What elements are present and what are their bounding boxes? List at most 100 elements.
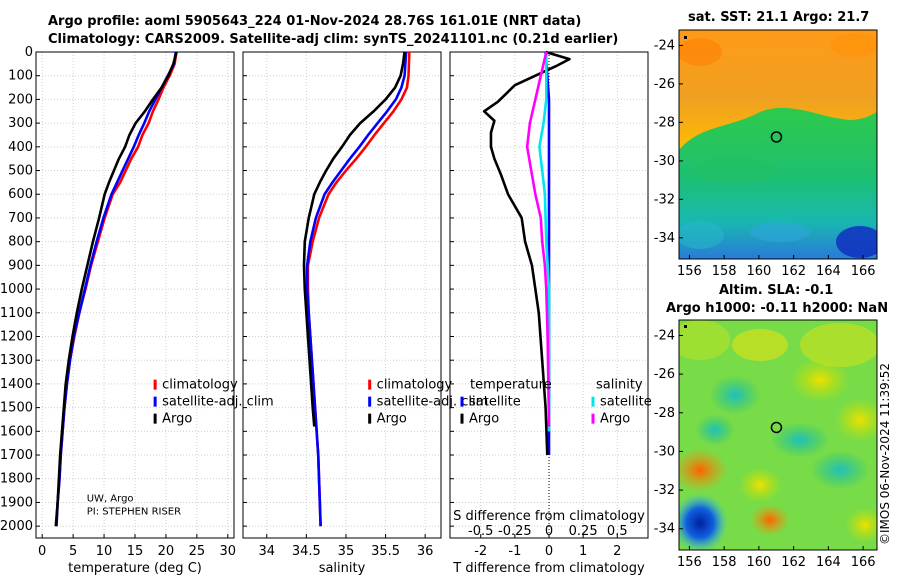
series-line-salinity-argo [525, 51, 551, 427]
sst-map-axes: 156 158 160 162 164 166 -24 -26 -28 -30 -32 -34 [654, 38, 876, 279]
temperature-profile-panel: 0 5 10 15 20 25 300100200300400500600700800900… [0, 45, 274, 576]
series-line-satellite-adj-clim [305, 51, 408, 527]
x-tick-label: 36 [417, 544, 434, 559]
map-x-tick-label: 158 [712, 264, 737, 279]
y-tick-label: 500 [8, 164, 33, 179]
map-y-tick-label: -32 [654, 483, 675, 498]
series-line-temperature-argo [482, 50, 571, 456]
map-y-tick-label: -34 [654, 231, 675, 246]
y-tick-label: 1400 [0, 377, 33, 392]
x-tick-label: 25 [189, 544, 206, 559]
sst-map-title: sat. SST: 21.1 Argo: 21.7 [688, 10, 870, 25]
legend-label: satellite-adj. clim [377, 395, 489, 410]
y-tick-label: 1100 [0, 306, 33, 321]
x-axis-label: salinity [319, 561, 366, 576]
pi-annotation: UW, Argo [87, 493, 134, 504]
y-tick-label: 900 [8, 258, 33, 273]
map-x-tick-label: 162 [781, 555, 806, 570]
y-tick-label: 1900 [0, 495, 33, 510]
legend-label: Argo [162, 412, 192, 427]
x-axis-label: T difference from climatology [452, 561, 645, 576]
map-y-tick-label: -26 [654, 77, 675, 92]
y-tick-label: 600 [8, 187, 33, 202]
legend-label: Argo [377, 412, 407, 427]
y-tick-label: 1500 [0, 401, 33, 416]
series-line-satellite-adj-clim [55, 51, 178, 527]
legend-label: Argo [469, 412, 499, 427]
map-y-tick-label: -26 [654, 367, 675, 382]
sst-map: 156 158 160 162 164 166 -24 -26 -28 -30 -32 -34 [654, 29, 878, 279]
map-x-tick-label: 166 [851, 264, 876, 279]
x-tick-label: 0 [545, 544, 553, 559]
x-tick-label: 20 [158, 544, 175, 559]
map-y-tick-label: -30 [654, 154, 675, 169]
map-x-tick-label: 160 [746, 555, 771, 570]
y-tick-label: 400 [8, 140, 33, 155]
sla-float-marker [770, 421, 783, 434]
map-y-tick-label: -34 [654, 522, 675, 537]
map-y-tick-label: -32 [654, 192, 675, 207]
y-tick-label: 700 [8, 211, 33, 226]
legend-header-temperature: temperature [470, 378, 552, 393]
x-tick-label: 34 [258, 544, 275, 559]
y-tick-label: 2000 [0, 519, 33, 534]
x-tick-label: 35.5 [371, 544, 400, 559]
x-tick-label: -2 [474, 544, 487, 559]
map-y-tick-label: -28 [654, 115, 675, 130]
sst-float-marker [770, 131, 783, 143]
map-x-tick-label: 160 [746, 264, 771, 279]
salinity-diff-tick-label: 0.25 [569, 524, 598, 539]
map-x-tick-label: 156 [677, 264, 702, 279]
sla-map: 156 158 160 162 164 166 -24 -26 -28 -30 -32 -34 [654, 319, 878, 570]
salinity-profile-panel: 34 34.5 35 35.5 36 salinity climatology satelli… [242, 51, 489, 576]
y-tick-label: 800 [8, 235, 33, 250]
map-x-tick-label: 158 [712, 555, 737, 570]
legend-label: satellite [600, 395, 652, 410]
x-tick-label: 2 [613, 544, 621, 559]
series-line-argo [302, 51, 406, 427]
x-tick-label: 30 [220, 544, 237, 559]
y-tick-label: 1700 [0, 448, 33, 463]
map-y-tick-label: -24 [654, 328, 675, 343]
sla-map-axes: 156 158 160 162 164 166 -24 -26 -28 -30 -32 -34 [654, 328, 876, 570]
legend-header-salinity: salinity [596, 378, 643, 393]
legend-label: climatology [162, 378, 238, 393]
map-x-tick-label: 164 [816, 555, 841, 570]
x-tick-label: 35 [338, 544, 355, 559]
sla-map-title-line2: Argo h1000: -0.11 h2000: NaN [666, 301, 889, 316]
difference-profile-panel: -2 -1 0 1 2 T difference from climatology temp… [449, 50, 652, 576]
y-tick-label: 1200 [0, 329, 33, 344]
y-tick-label: 300 [8, 116, 33, 131]
series-line-argo [54, 51, 178, 527]
salinity-diff-axis-label: S difference from climatology [453, 509, 645, 524]
salinity-diff-tick-label: -0.5 [468, 524, 493, 539]
legend-label: satellite [469, 395, 521, 410]
legend-label: climatology [377, 378, 453, 393]
y-tick-label: 200 [8, 92, 33, 107]
sla-map-title-line1: Altim. SLA: -0.1 [719, 283, 834, 298]
x-tick-label: 1 [579, 544, 587, 559]
pi-annotation: PI: STEPHEN RISER [87, 506, 181, 517]
series-line-climatology [55, 51, 178, 527]
x-tick-label: 10 [96, 544, 113, 559]
figure-title-line2: Climatology: CARS2009. Satellite-adj cli… [48, 32, 619, 47]
map-y-tick-label: -30 [654, 444, 675, 459]
y-tick-label: 1000 [0, 282, 33, 297]
y-tick-label: 1300 [0, 353, 33, 368]
x-tick-label: 34.5 [292, 544, 321, 559]
x-tick-label: 0 [38, 544, 46, 559]
y-tick-label: 1800 [0, 472, 33, 487]
map-x-tick-label: 164 [816, 264, 841, 279]
map-x-tick-label: 166 [851, 555, 876, 570]
map-y-tick-label: -28 [654, 406, 675, 421]
salinity-diff-tick-label: 0 [545, 524, 553, 539]
y-tick-label: 1600 [0, 424, 33, 439]
x-tick-label: 15 [127, 544, 144, 559]
plot-frame [242, 51, 442, 539]
map-x-tick-label: 156 [677, 555, 702, 570]
map-y-tick-label: -24 [654, 38, 675, 53]
legend-label: Argo [600, 412, 630, 427]
y-tick-label: 100 [8, 69, 33, 84]
x-tick-label: 5 [69, 544, 77, 559]
